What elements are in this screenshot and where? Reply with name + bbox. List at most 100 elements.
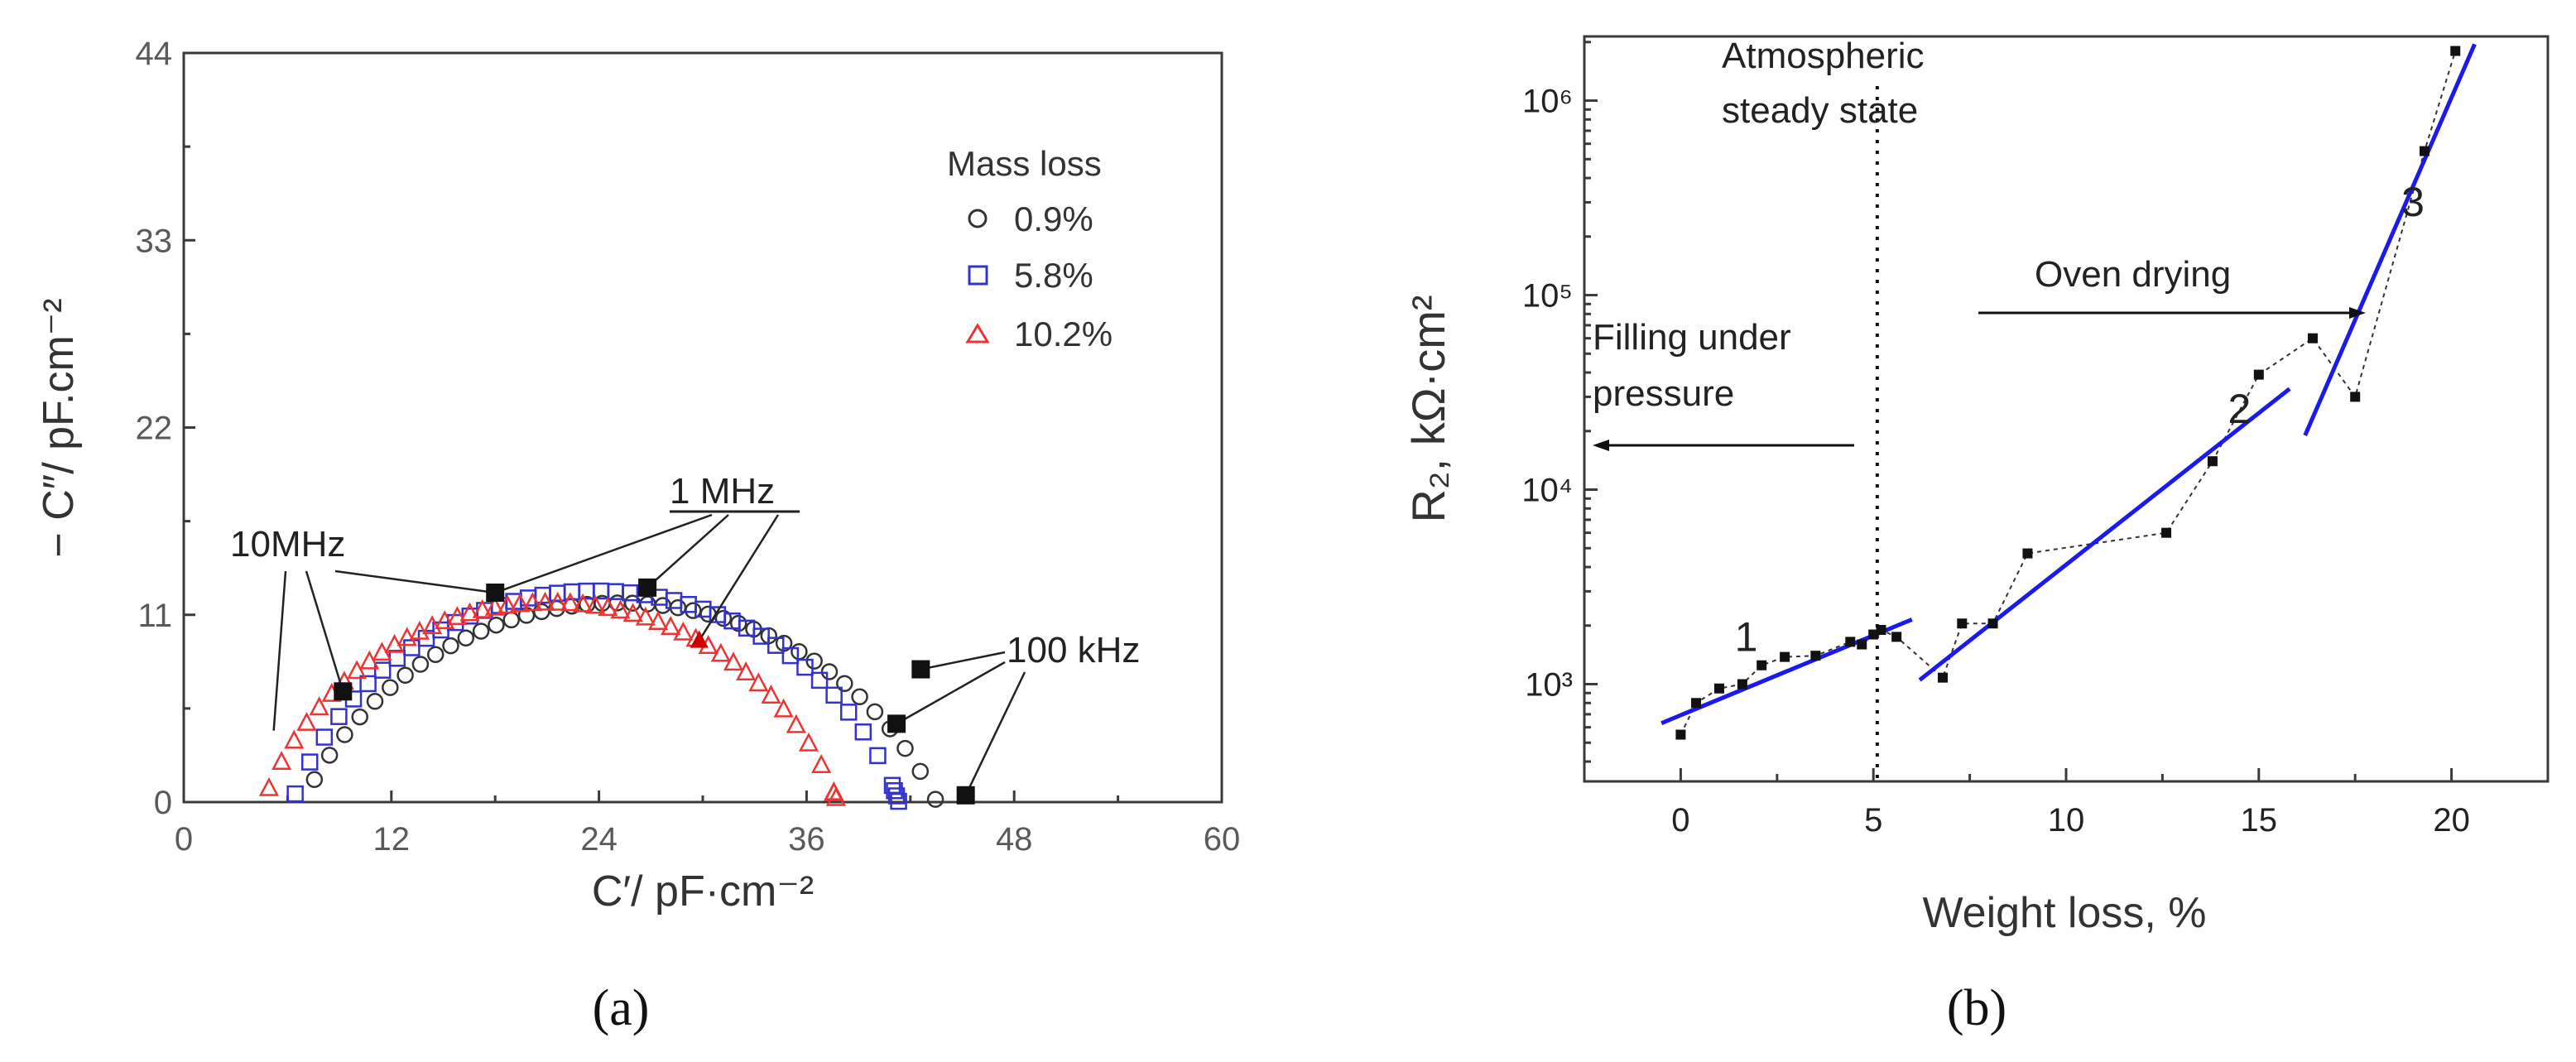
panel-b-ticks: 0 5 10 15 20 10³ 10⁴ 10⁵ 10⁶ (1521, 41, 2550, 839)
panel-b-label: (b) (1947, 980, 2006, 1036)
data-point-square (767, 637, 785, 654)
legend-label-series-1: 0.9% (1014, 199, 1093, 238)
annotation-leader-line (272, 570, 287, 731)
data-point-square (286, 785, 304, 803)
data-point-circle (382, 679, 399, 696)
data-point (1857, 639, 1867, 650)
data-point-triangle (459, 602, 480, 622)
annotation-10mhz: 10MHz (230, 524, 345, 565)
frequency-marker (638, 578, 657, 597)
fit-label-2: 2 (2228, 386, 2252, 432)
x-tick-label: 60 (1204, 821, 1241, 858)
annotation-leader-line (305, 570, 344, 692)
data-point-triangle (272, 751, 292, 771)
panel-b-x-axis-title: Weight loss, % (1923, 889, 2207, 937)
data-point (2161, 527, 2172, 538)
y-tick-label: 0 (154, 785, 172, 821)
x-tick-label: 12 (373, 821, 411, 858)
annotation-100khz: 100 kHz (1007, 630, 1140, 670)
annotation-pressure: pressure (1593, 373, 1734, 414)
frequency-marker (956, 786, 975, 805)
annotation-filling-under: Filling under (1593, 317, 1791, 358)
panel-b-connecting-line (1680, 50, 2457, 735)
data-point-triangle (673, 621, 694, 641)
data-point-circle (336, 726, 353, 743)
panel-a-frequency-markers (334, 578, 975, 805)
annotation-leader-line (698, 514, 780, 642)
panel-a-y-axis-title: − C″/ pF.cm⁻² (35, 298, 83, 557)
data-point-triangle (811, 754, 832, 773)
data-point-triangle (761, 685, 781, 704)
data-point (1876, 625, 1886, 636)
data-point-triangle (510, 593, 531, 613)
annotation-leader-line (646, 514, 729, 589)
annotation-leader-line (896, 661, 1006, 725)
data-point-circle (502, 611, 520, 629)
data-point-square (796, 658, 814, 676)
data-point (1891, 632, 1902, 642)
data-point-circle (320, 747, 339, 764)
data-point-triangle (484, 596, 505, 616)
data-point-square (373, 661, 392, 679)
data-point-square (359, 675, 377, 693)
data-point-square (854, 723, 872, 741)
data-point-square (622, 584, 639, 602)
fit-line-3 (2303, 43, 2477, 437)
y-tick-label: 10⁶ (1522, 84, 1573, 120)
x-tick-label: 20 (2433, 802, 2470, 839)
y-tick-label: 44 (136, 36, 173, 72)
data-point (2253, 369, 2264, 380)
data-point-square (403, 639, 421, 656)
legend-label-series-2: 5.8% (1014, 256, 1093, 295)
panel-a-series (258, 582, 944, 810)
data-point (2207, 456, 2218, 467)
data-point-triangle (472, 598, 493, 618)
data-point (1938, 672, 1949, 683)
data-point-triangle (535, 591, 555, 611)
frequency-marker (334, 682, 353, 701)
data-point (1757, 660, 1767, 670)
data-point-triangle (409, 620, 430, 640)
annotation-oven-drying: Oven drying (2035, 254, 2231, 295)
panel-b-fit-lines (1660, 43, 2477, 725)
data-point-triangle (622, 603, 643, 622)
data-point-triangle (598, 597, 618, 617)
data-point-square (752, 627, 770, 645)
data-point (2307, 333, 2318, 344)
data-point-square (330, 708, 348, 725)
data-point-circle (351, 708, 368, 726)
x-tick-label: 48 (996, 821, 1033, 858)
legend-marker-circle (968, 209, 988, 228)
data-point-triangle (635, 606, 656, 626)
data-point-triangle (258, 776, 280, 796)
y-tick-label: 33 (136, 223, 173, 259)
data-point-circle (396, 666, 414, 685)
data-point-circle (926, 790, 944, 808)
data-point-square (315, 728, 334, 746)
data-point-circle (714, 609, 733, 627)
data-point-triangle (786, 714, 806, 733)
data-point-triangle (610, 599, 631, 619)
data-point-circle (805, 652, 823, 670)
annotation-1mhz: 1 MHz (670, 471, 775, 512)
data-point-circle (305, 771, 324, 788)
annotation-leader-line (964, 671, 1026, 796)
data-point-square (825, 686, 843, 704)
data-point-circle (426, 646, 445, 663)
data-point-square (887, 787, 906, 805)
data-point-triangle (736, 661, 757, 680)
panel-a-legend: Mass loss 0.9% 5.8% 10.2% (947, 144, 1113, 353)
data-point-triangle (572, 593, 594, 613)
data-point-circle (791, 643, 808, 661)
fit-label-1: 1 (1735, 613, 1758, 660)
data-point-square (886, 782, 903, 800)
x-tick-label: 5 (1864, 802, 1882, 839)
data-point (2022, 548, 2033, 559)
data-point (1675, 729, 1686, 740)
data-point-triangle (497, 594, 518, 614)
data-point-square (890, 792, 907, 810)
data-point-circle (851, 688, 868, 706)
data-point-triangle (661, 616, 681, 635)
data-point (2450, 46, 2461, 56)
